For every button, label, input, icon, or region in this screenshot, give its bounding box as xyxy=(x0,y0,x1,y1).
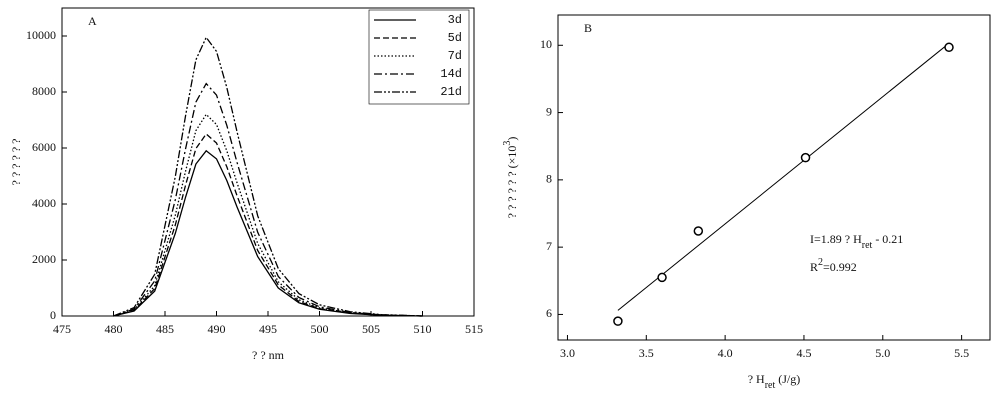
x-axis-label: ? Hret (J/g) xyxy=(748,372,801,391)
panel-label: B xyxy=(584,21,592,35)
x-tick-label: 510 xyxy=(414,322,432,336)
x-tick-label: 490 xyxy=(208,322,226,336)
x-tick-label: 5.0 xyxy=(875,346,890,360)
data-point xyxy=(657,272,667,283)
x-tick-label: 4.0 xyxy=(718,346,733,360)
y-tick-label: 6 xyxy=(546,306,552,320)
label-part: (J/g) xyxy=(775,372,800,386)
label-part: - 0.21 xyxy=(872,232,903,246)
x-tick-label: 5.5 xyxy=(954,346,969,360)
y-tick-label: 8000 xyxy=(32,84,56,98)
label-part: 3 xyxy=(502,141,513,146)
y-tick-label: 10000 xyxy=(26,28,56,42)
y-tick-label: 4000 xyxy=(32,196,56,210)
label-part: ? ? nm xyxy=(252,348,285,362)
fit-line xyxy=(617,42,950,311)
x-tick-label: 485 xyxy=(156,322,174,336)
plot-frame xyxy=(61,7,475,317)
label-part: 2 xyxy=(818,257,823,268)
plot-frame xyxy=(557,14,991,341)
x-tick-label: 4.5 xyxy=(796,346,811,360)
label-part: ret xyxy=(862,240,873,251)
label-part: I=1.89 ? H xyxy=(810,232,862,246)
legend-box xyxy=(368,9,470,105)
label-part: ret xyxy=(765,380,776,391)
data-line xyxy=(113,133,423,317)
data-point xyxy=(944,42,954,53)
y-axis-label: ? ? ? ? ? ? (×103) xyxy=(502,137,519,219)
data-line xyxy=(113,36,423,317)
legend-label: 5d xyxy=(448,31,462,45)
label-part: ? ? ? ? ? ? xyxy=(9,139,23,186)
legend-label: 14d xyxy=(440,67,462,81)
y-tick-label: 6000 xyxy=(32,140,56,154)
y-tick-label: 0 xyxy=(50,308,56,322)
annotation: R2=0.992 xyxy=(810,257,857,274)
x-tick-label: 3.5 xyxy=(639,346,654,360)
legend-label: 7d xyxy=(448,49,462,63)
x-tick-label: 505 xyxy=(362,322,380,336)
annotation: I=1.89 ? Hret - 0.21 xyxy=(810,232,903,251)
data-line xyxy=(113,149,423,317)
data-point xyxy=(613,316,623,326)
label-part: R xyxy=(810,260,818,274)
y-axis-label: ? ? ? ? ? ? xyxy=(9,139,23,186)
y-tick-label: 2000 xyxy=(32,252,56,266)
legend-label: 21d xyxy=(440,85,462,99)
x-tick-label: 3.0 xyxy=(560,346,575,360)
y-tick-label: 9 xyxy=(546,104,552,118)
legend-label: 3d xyxy=(448,13,462,27)
label-part: ? H xyxy=(748,372,765,386)
x-axis-label: ? ? nm xyxy=(252,348,285,362)
data-line xyxy=(113,82,423,317)
data-point xyxy=(800,152,811,163)
x-tick-label: 480 xyxy=(105,322,123,336)
y-tick-label: 10 xyxy=(540,37,552,51)
y-tick-label: 8 xyxy=(546,172,552,186)
x-tick-label: 515 xyxy=(465,322,483,336)
x-tick-label: 475 xyxy=(53,322,71,336)
y-tick-label: 7 xyxy=(546,239,552,253)
data-point xyxy=(693,226,704,236)
data-line xyxy=(113,113,423,317)
x-tick-label: 500 xyxy=(311,322,329,336)
label-part: =0.992 xyxy=(823,260,857,274)
panel-label: A xyxy=(88,14,97,28)
x-tick-label: 495 xyxy=(259,322,277,336)
label-part: ) xyxy=(505,137,519,141)
label-part: ? ? ? ? ? ? (×10 xyxy=(505,146,519,219)
